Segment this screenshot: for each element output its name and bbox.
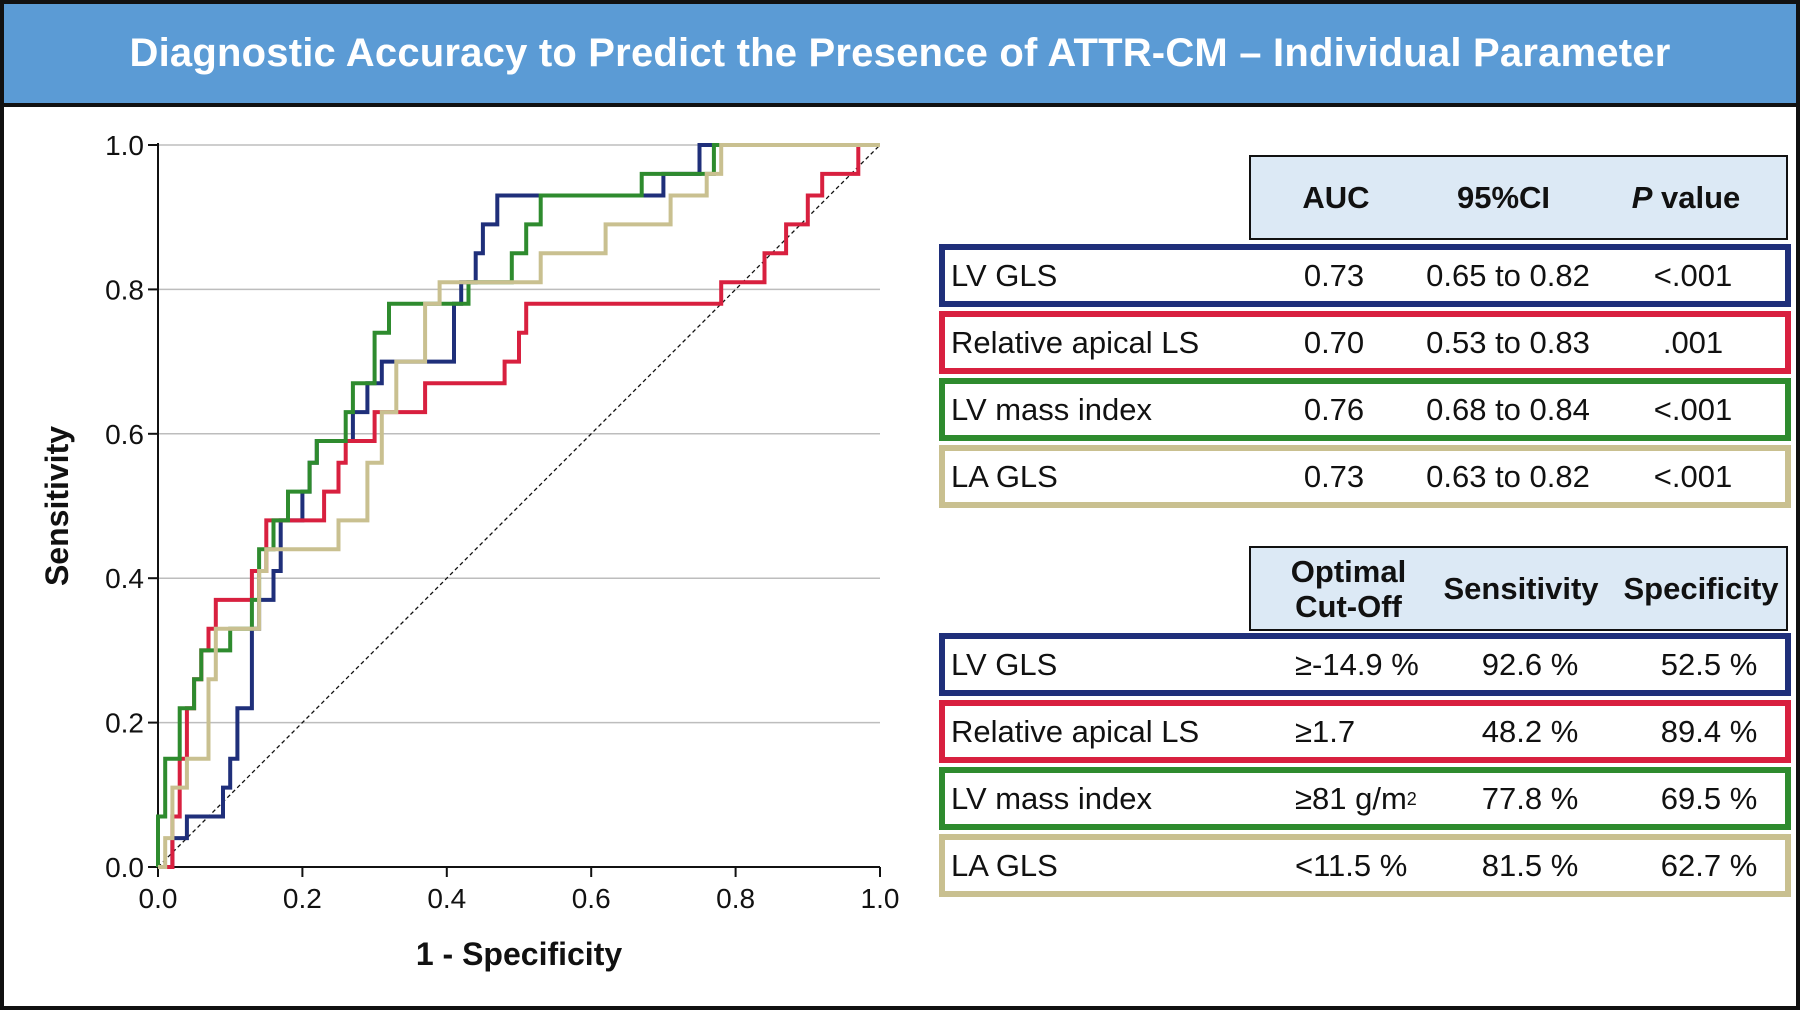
y-tick-label: 0.8 bbox=[105, 274, 144, 305]
row-sensitivity: 77.8 % bbox=[1481, 780, 1579, 816]
row-cutoff-value: ≥81 g/m bbox=[1295, 780, 1407, 816]
row-specificity: 62.7 % bbox=[1660, 847, 1758, 883]
table2-row-relative-apical-ls: Relative apical LS ≥1.7 48.2 % 89.4 % bbox=[939, 700, 1791, 763]
row-p: <.001 bbox=[1653, 257, 1733, 293]
row-name: LA GLS bbox=[951, 847, 1058, 883]
row-specificity: 89.4 % bbox=[1660, 713, 1758, 749]
y-tick-label: 0.2 bbox=[105, 708, 144, 739]
ci-header: 95%CI bbox=[1456, 180, 1551, 215]
x-tick-label: 0.4 bbox=[427, 883, 466, 914]
row-p: .001 bbox=[1662, 324, 1724, 360]
sensitivity-header: Sensitivity bbox=[1443, 571, 1599, 606]
row-auc: 0.73 bbox=[1303, 257, 1365, 293]
row-name: Relative apical LS bbox=[951, 713, 1200, 749]
table1-header: AUC 95%CI P value bbox=[1249, 155, 1788, 240]
x-tick-label: 0.0 bbox=[139, 883, 178, 914]
row-specificity: 52.5 % bbox=[1660, 646, 1758, 682]
row-cutoff: <11.5 % bbox=[1295, 847, 1408, 883]
roc-curve-4 bbox=[158, 143, 880, 869]
row-name: LV mass index bbox=[951, 780, 1153, 816]
table1-row-lv-mass-index: LV mass index 0.76 0.68 to 0.84 <.001 bbox=[939, 378, 1791, 441]
row-sensitivity: 48.2 % bbox=[1481, 713, 1579, 749]
cutoff-header-line1: Optimal bbox=[1290, 553, 1407, 589]
figure-title: Diagnostic Accuracy to Predict the Prese… bbox=[129, 31, 1671, 75]
row-ci: 0.63 to 0.82 bbox=[1426, 458, 1590, 494]
row-ci: 0.68 to 0.84 bbox=[1426, 391, 1590, 427]
cutoff-header: Optimal Cut-Off bbox=[1251, 548, 1446, 629]
p-italic: P bbox=[1631, 180, 1653, 215]
table2-row-lv-gls: LV GLS ≥-14.9 % 92.6 % 52.5 % bbox=[939, 633, 1791, 696]
table2-row-lv-mass-index: LV mass index ≥81 g/m 2 77.8 % 69.5 % bbox=[939, 767, 1791, 830]
x-tick-label: 0.2 bbox=[283, 883, 322, 914]
y-tick-label: 0.6 bbox=[105, 419, 144, 450]
header-banner: Diagnostic Accuracy to Predict the Prese… bbox=[4, 4, 1796, 107]
x-tick-label: 1.0 bbox=[861, 883, 900, 914]
row-name: LV GLS bbox=[951, 257, 1058, 293]
row-ci: 0.53 to 0.83 bbox=[1426, 324, 1590, 360]
table2-row-la-gls: LA GLS <11.5 % 81.5 % 62.7 % bbox=[939, 834, 1791, 897]
y-tick-label: 1.0 bbox=[105, 130, 144, 161]
row-cutoff: ≥-14.9 % bbox=[1295, 646, 1419, 682]
cutoff-header-line2: Cut-Off bbox=[1295, 588, 1402, 624]
row-name: LA GLS bbox=[951, 458, 1058, 494]
row-auc: 0.73 bbox=[1303, 458, 1365, 494]
row-cutoff: ≥81 g/m 2 bbox=[1295, 780, 1417, 816]
table1-row-relative-apical-ls: Relative apical LS 0.70 0.53 to 0.83 .00… bbox=[939, 311, 1791, 374]
table1-row-la-gls: LA GLS 0.73 0.63 to 0.82 <.001 bbox=[939, 445, 1791, 508]
row-name: Relative apical LS bbox=[951, 324, 1200, 360]
row-cutoff: ≥1.7 bbox=[1295, 713, 1356, 749]
row-auc: 0.76 bbox=[1303, 391, 1365, 427]
row-ci: 0.65 to 0.82 bbox=[1426, 257, 1590, 293]
table1-row-lv-gls: LV GLS 0.73 0.65 to 0.82 <.001 bbox=[939, 244, 1791, 307]
table2-header: Optimal Cut-Off Sensitivity Specificity bbox=[1249, 546, 1788, 631]
p-value-header: P value bbox=[1586, 157, 1786, 238]
x-axis-title: 1 - Specificity bbox=[416, 936, 623, 972]
row-p: <.001 bbox=[1653, 391, 1733, 427]
row-sensitivity: 92.6 % bbox=[1481, 646, 1579, 682]
row-auc: 0.70 bbox=[1303, 324, 1365, 360]
row-p: <.001 bbox=[1653, 458, 1733, 494]
auc-header: AUC bbox=[1302, 180, 1370, 215]
row-sensitivity: 81.5 % bbox=[1481, 847, 1579, 883]
row-name: LV mass index bbox=[951, 391, 1153, 427]
y-tick-label: 0.4 bbox=[105, 563, 144, 594]
specificity-header: Specificity bbox=[1623, 571, 1779, 606]
p-rest: value bbox=[1652, 180, 1741, 215]
reference-diagonal bbox=[157, 144, 881, 868]
row-name: LV GLS bbox=[951, 646, 1058, 682]
row-specificity: 69.5 % bbox=[1660, 780, 1758, 816]
x-tick-label: 0.6 bbox=[572, 883, 611, 914]
x-tick-label: 0.8 bbox=[716, 883, 755, 914]
roc-curve-3 bbox=[156, 143, 880, 867]
y-tick-label: 0.0 bbox=[105, 852, 144, 883]
y-axis-title: Sensitivity bbox=[39, 426, 75, 586]
